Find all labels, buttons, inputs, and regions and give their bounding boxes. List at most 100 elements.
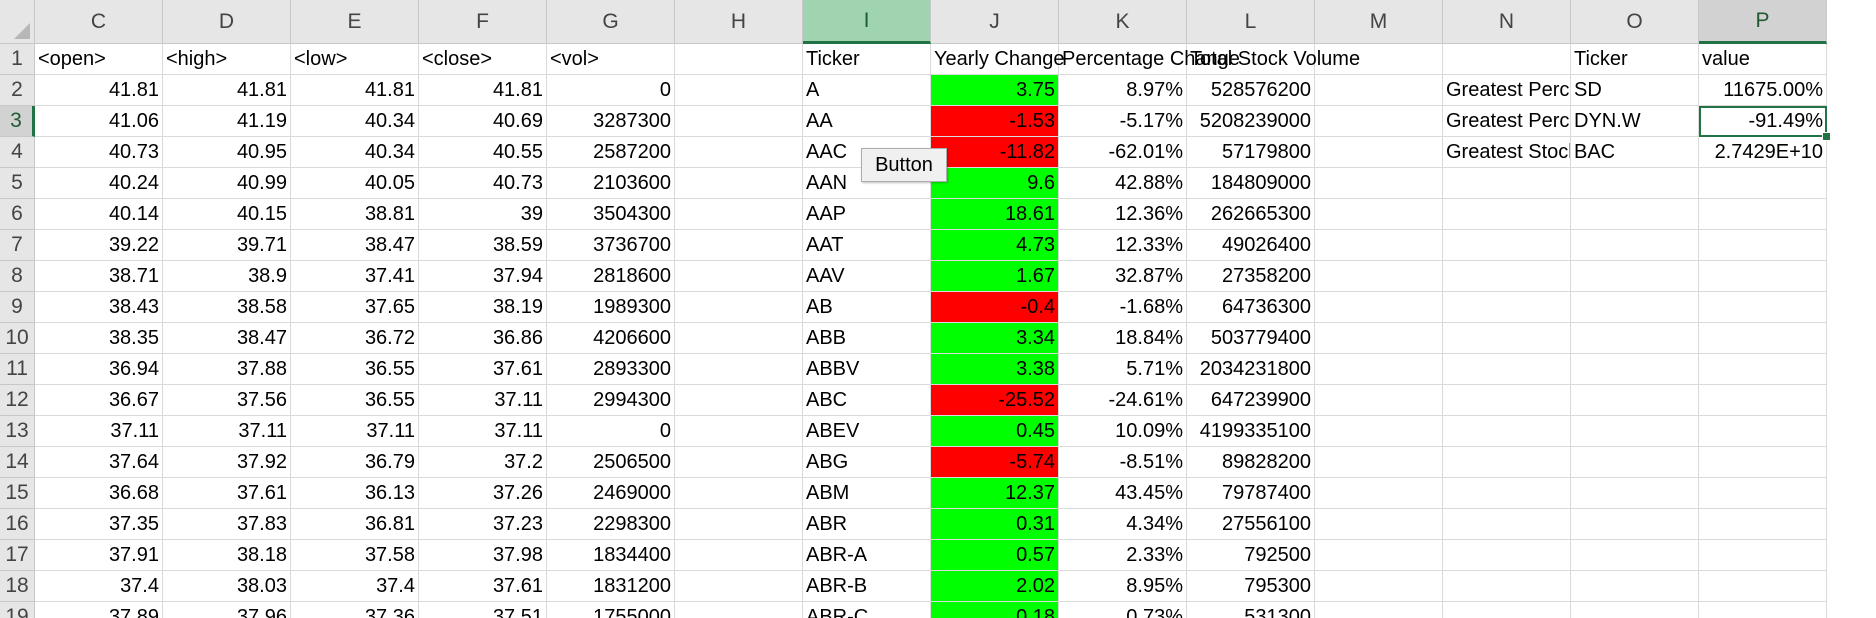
cell-e8[interactable]: 37.41 (291, 261, 419, 292)
cell-j1[interactable]: Yearly Change (931, 44, 1064, 75)
cell-l17[interactable]: 792500 (1187, 540, 1315, 571)
cell-j18[interactable]: 2.02 (931, 571, 1059, 602)
cell-j8[interactable]: 1.67 (931, 261, 1059, 292)
cell-l18[interactable]: 795300 (1187, 571, 1315, 602)
cell-i16[interactable]: ABR (803, 509, 931, 540)
row-header-4[interactable]: 4 (0, 137, 35, 168)
cell-j10[interactable]: 3.34 (931, 323, 1059, 354)
cell-k5[interactable]: 42.88% (1059, 168, 1187, 199)
cell-k14[interactable]: -8.51% (1059, 447, 1187, 478)
cell-g2[interactable]: 0 (547, 75, 675, 106)
cell-k6[interactable]: 12.36% (1059, 199, 1187, 230)
cell-i14[interactable]: ABG (803, 447, 931, 478)
cell-j14[interactable]: -5.74 (931, 447, 1059, 478)
row-header-8[interactable]: 8 (0, 261, 35, 292)
cell-k9[interactable]: -1.68% (1059, 292, 1187, 323)
column-header-j[interactable]: J (931, 0, 1059, 44)
cell-e17[interactable]: 37.58 (291, 540, 419, 571)
cell-e12[interactable]: 36.55 (291, 385, 419, 416)
cell-c3[interactable]: 41.06 (35, 106, 163, 137)
row-header-9[interactable]: 9 (0, 292, 35, 323)
cell-j4[interactable]: -11.82 (931, 137, 1059, 168)
cell-g9[interactable]: 1989300 (547, 292, 675, 323)
cell-k17[interactable]: 2.33% (1059, 540, 1187, 571)
cell-i13[interactable]: ABEV (803, 416, 931, 447)
cell-e2[interactable]: 41.81 (291, 75, 419, 106)
cell-d19[interactable]: 37.96 (163, 602, 291, 618)
cell-e11[interactable]: 36.55 (291, 354, 419, 385)
cell-i10[interactable]: ABB (803, 323, 931, 354)
cell-e14[interactable]: 36.79 (291, 447, 419, 478)
cell-j5[interactable]: 9.6 (931, 168, 1059, 199)
cell-e4[interactable]: 40.34 (291, 137, 419, 168)
cell-p3[interactable]: -91.49% (1699, 106, 1827, 137)
cell-i17[interactable]: ABR-A (803, 540, 931, 571)
cell-e13[interactable]: 37.11 (291, 416, 419, 447)
cell-f3[interactable]: 40.69 (419, 106, 547, 137)
cell-d18[interactable]: 38.03 (163, 571, 291, 602)
cell-f1[interactable]: <close> (419, 44, 547, 75)
column-header-l[interactable]: L (1187, 0, 1315, 44)
cell-k12[interactable]: -24.61% (1059, 385, 1187, 416)
cell-e5[interactable]: 40.05 (291, 168, 419, 199)
cell-d12[interactable]: 37.56 (163, 385, 291, 416)
cell-k3[interactable]: -5.17% (1059, 106, 1187, 137)
column-header-d[interactable]: D (163, 0, 291, 44)
fill-handle[interactable] (1822, 132, 1831, 141)
column-header-g[interactable]: G (547, 0, 675, 44)
cell-c7[interactable]: 39.22 (35, 230, 163, 261)
cell-g12[interactable]: 2994300 (547, 385, 675, 416)
cell-d7[interactable]: 39.71 (163, 230, 291, 261)
cell-l4[interactable]: 57179800 (1187, 137, 1315, 168)
cell-e1[interactable]: <low> (291, 44, 419, 75)
cell-g7[interactable]: 3736700 (547, 230, 675, 261)
cell-j17[interactable]: 0.57 (931, 540, 1059, 571)
cell-d15[interactable]: 37.61 (163, 478, 291, 509)
cell-l7[interactable]: 49026400 (1187, 230, 1315, 261)
cell-c15[interactable]: 36.68 (35, 478, 163, 509)
cell-d3[interactable]: 41.19 (163, 106, 291, 137)
cell-o3[interactable]: DYN.W (1571, 106, 1699, 137)
row-header-5[interactable]: 5 (0, 168, 35, 199)
cell-f8[interactable]: 37.94 (419, 261, 547, 292)
cell-k18[interactable]: 8.95% (1059, 571, 1187, 602)
cell-j16[interactable]: 0.31 (931, 509, 1059, 540)
cell-d14[interactable]: 37.92 (163, 447, 291, 478)
cell-j19[interactable]: 0.18 (931, 602, 1059, 618)
cell-f14[interactable]: 37.2 (419, 447, 547, 478)
cell-o2[interactable]: SD (1571, 75, 1699, 106)
cell-g14[interactable]: 2506500 (547, 447, 675, 478)
cell-c5[interactable]: 40.24 (35, 168, 163, 199)
cell-e16[interactable]: 36.81 (291, 509, 419, 540)
cell-f11[interactable]: 37.61 (419, 354, 547, 385)
cell-l16[interactable]: 27556100 (1187, 509, 1315, 540)
cell-c16[interactable]: 37.35 (35, 509, 163, 540)
cell-c12[interactable]: 36.67 (35, 385, 163, 416)
column-header-f[interactable]: F (419, 0, 547, 44)
cell-f18[interactable]: 37.61 (419, 571, 547, 602)
cell-l6[interactable]: 262665300 (1187, 199, 1315, 230)
cell-e18[interactable]: 37.4 (291, 571, 419, 602)
cell-d13[interactable]: 37.11 (163, 416, 291, 447)
column-header-e[interactable]: E (291, 0, 419, 44)
cell-k16[interactable]: 4.34% (1059, 509, 1187, 540)
row-header-2[interactable]: 2 (0, 75, 35, 106)
cell-p1[interactable]: value (1699, 44, 1827, 75)
cell-c17[interactable]: 37.91 (35, 540, 163, 571)
cell-o4[interactable]: BAC (1571, 137, 1699, 168)
cell-f19[interactable]: 37.51 (419, 602, 547, 618)
cell-g8[interactable]: 2818600 (547, 261, 675, 292)
cell-i18[interactable]: ABR-B (803, 571, 931, 602)
cell-i3[interactable]: AA (803, 106, 931, 137)
cell-l9[interactable]: 64736300 (1187, 292, 1315, 323)
cell-c4[interactable]: 40.73 (35, 137, 163, 168)
cell-c10[interactable]: 38.35 (35, 323, 163, 354)
cell-c1[interactable]: <open> (35, 44, 163, 75)
cell-g4[interactable]: 2587200 (547, 137, 675, 168)
row-header-6[interactable]: 6 (0, 199, 35, 230)
cell-j13[interactable]: 0.45 (931, 416, 1059, 447)
cell-e19[interactable]: 37.36 (291, 602, 419, 618)
cell-g3[interactable]: 3287300 (547, 106, 675, 137)
row-header-3[interactable]: 3 (0, 106, 35, 137)
